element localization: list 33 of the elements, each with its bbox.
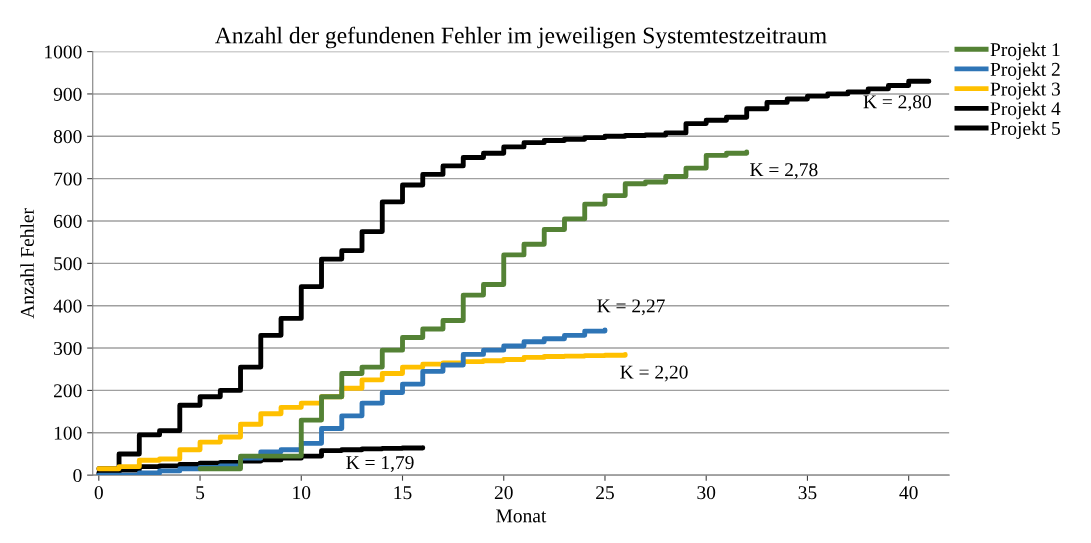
annotation: K = 1,79 — [346, 456, 414, 472]
y-tick-label: 700 — [54, 172, 82, 186]
legend-label: Projekt 2 — [990, 62, 1060, 80]
chart-title: Anzahl der gefundenen Fehler im jeweiligen Systemtestzeitraum — [214, 26, 827, 49]
x-tick-label: 15 — [394, 486, 412, 500]
x-tick-label: 20 — [494, 486, 513, 500]
x-axis-title: Monat — [496, 509, 547, 523]
x-tick-label: 25 — [596, 486, 614, 500]
y-tick-label: 100 — [54, 426, 82, 440]
y-tick-label: 300 — [54, 341, 82, 355]
legend-label: Projekt 3 — [990, 81, 1060, 100]
x-tick-label: 10 — [293, 486, 311, 500]
y-tick-label: 600 — [53, 214, 82, 228]
annotation: K = 2,80 — [863, 95, 931, 112]
legend-label: Projekt 1 — [990, 42, 1060, 61]
y-tick-label: 800 — [53, 130, 82, 144]
y-axis-title: Anzahl Fehler — [20, 208, 34, 319]
x-tick-label: 35 — [798, 486, 817, 500]
annotation: K = 2,27 — [597, 299, 665, 316]
legend-label: Projekt 4 — [990, 101, 1061, 120]
y-tick-label: 200 — [54, 384, 82, 398]
y-tick-label: 900 — [53, 87, 82, 101]
y-tick-label: 400 — [53, 299, 82, 313]
x-tick-label: 0 — [94, 486, 103, 500]
x-tick-label: 40 — [899, 486, 918, 500]
y-tick-label: 500 — [54, 257, 82, 271]
x-tick-label: 5 — [196, 486, 205, 500]
annotation: K = 2,20 — [620, 365, 688, 382]
x-tick-label: 30 — [697, 486, 716, 500]
annotation: K = 2,78 — [750, 163, 818, 180]
y-tick-label: 0 — [73, 468, 82, 483]
y-tick-label: 1000 — [45, 45, 82, 59]
legend-label: Projekt 5 — [990, 121, 1060, 139]
